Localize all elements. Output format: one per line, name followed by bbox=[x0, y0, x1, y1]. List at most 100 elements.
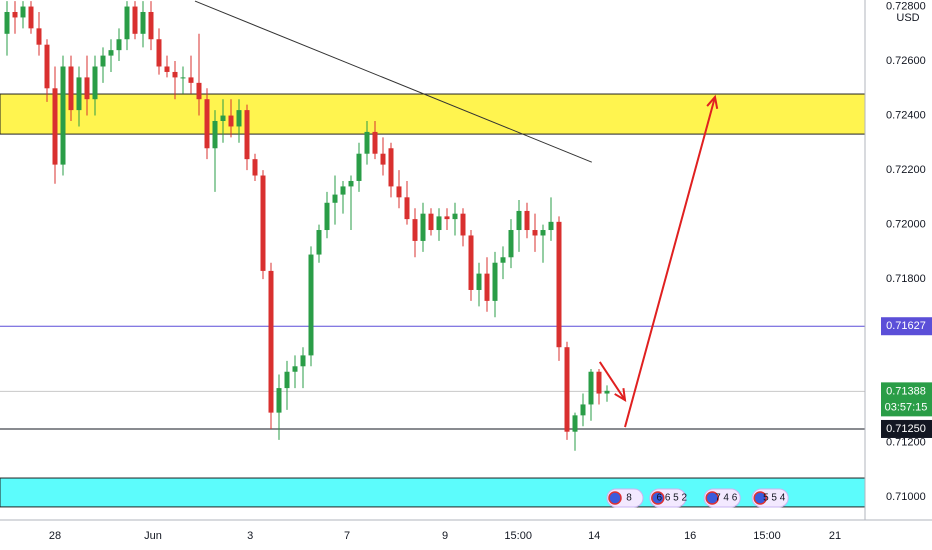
candle-body bbox=[580, 404, 586, 416]
arrow-head bbox=[614, 388, 627, 403]
candle-body bbox=[460, 213, 466, 236]
candle-body bbox=[212, 121, 218, 149]
y-tick-label: 0.71800 bbox=[886, 273, 926, 285]
candle-body bbox=[468, 235, 474, 290]
candle-body bbox=[220, 115, 226, 122]
candle-body bbox=[564, 347, 570, 432]
x-tick-label: 16 bbox=[684, 530, 696, 542]
candle-body bbox=[252, 159, 258, 176]
candle-body bbox=[540, 230, 546, 236]
candle-body bbox=[284, 371, 290, 389]
candle-body bbox=[524, 210, 530, 231]
y-tick-label: 0.72800 bbox=[886, 0, 926, 12]
candle-body bbox=[340, 186, 346, 195]
candle-body bbox=[276, 388, 282, 413]
level-label-bg bbox=[881, 419, 932, 438]
event-flag bbox=[705, 491, 719, 505]
candle-body bbox=[324, 202, 330, 231]
candle-body bbox=[492, 262, 498, 301]
currency-label: USD bbox=[896, 12, 919, 24]
level-label: 0.71250 bbox=[886, 423, 926, 435]
x-tick-label: 21 bbox=[829, 530, 841, 542]
current-price-label: 0.71388 bbox=[886, 385, 926, 397]
zone bbox=[0, 93, 866, 135]
candle-body bbox=[532, 230, 538, 236]
candle-body bbox=[452, 213, 458, 220]
candle-body bbox=[108, 50, 114, 56]
candle-body bbox=[204, 99, 210, 149]
y-tick-label: 0.72200 bbox=[886, 164, 926, 176]
candle-body bbox=[556, 221, 562, 348]
x-tick-label: Jun bbox=[144, 530, 162, 542]
candle-body bbox=[388, 148, 394, 187]
candle-body bbox=[428, 213, 434, 231]
candle-body bbox=[476, 273, 482, 290]
candle-body bbox=[92, 66, 98, 100]
x-tick-label: 28 bbox=[49, 530, 61, 542]
candle-body bbox=[356, 153, 362, 181]
candle-body bbox=[332, 194, 338, 203]
candle-body bbox=[164, 66, 170, 72]
event-label: 6 6 5 2 bbox=[657, 493, 688, 504]
trendline bbox=[194, 0, 592, 163]
candle-body bbox=[124, 6, 130, 40]
arrow-line bbox=[598, 361, 626, 401]
candle-body bbox=[76, 77, 82, 111]
candle-body bbox=[548, 221, 554, 231]
candle-body bbox=[4, 11, 10, 34]
candle-body bbox=[396, 186, 402, 198]
event-label: 7 4 6 bbox=[715, 493, 738, 504]
candle-body bbox=[100, 55, 106, 67]
candle-body bbox=[132, 6, 138, 34]
y-tick-label: 0.72000 bbox=[886, 218, 926, 230]
candle-body bbox=[516, 210, 522, 231]
candle-body bbox=[412, 219, 418, 241]
plot-area: 8 6 6 5 2 7 4 6 5 5 4 bbox=[0, 0, 866, 508]
countdown-label: 03:57:15 bbox=[885, 401, 928, 413]
x-tick-label: 14 bbox=[588, 530, 600, 542]
candle-body bbox=[148, 11, 154, 40]
candle-body bbox=[12, 11, 18, 18]
x-tick-label: 7 bbox=[344, 530, 350, 542]
candle-body bbox=[28, 6, 34, 29]
candle-body bbox=[444, 216, 450, 220]
candle-body bbox=[316, 230, 322, 255]
event-flag bbox=[651, 491, 665, 505]
x-tick-label: 15:00 bbox=[753, 530, 781, 542]
candle-body bbox=[364, 131, 370, 154]
candle-body bbox=[380, 153, 386, 165]
candle-body bbox=[588, 371, 594, 405]
candle-body bbox=[604, 390, 610, 394]
candle-body bbox=[500, 257, 506, 263]
arrow-head bbox=[706, 94, 719, 110]
candle-body bbox=[372, 131, 378, 154]
candle-body bbox=[180, 77, 186, 79]
y-tick-label: 0.71000 bbox=[886, 491, 926, 503]
candle-body bbox=[52, 88, 58, 165]
candle-body bbox=[60, 66, 66, 165]
candle-body bbox=[44, 44, 50, 89]
x-tick-label: 3 bbox=[247, 530, 253, 542]
candle-body bbox=[596, 371, 602, 394]
event-flag bbox=[753, 491, 767, 505]
y-tick-label: 0.71200 bbox=[886, 437, 926, 449]
candle-body bbox=[228, 115, 234, 127]
level-label-bg bbox=[881, 317, 932, 336]
candle-body bbox=[156, 39, 162, 67]
event-label: 8 bbox=[626, 493, 632, 504]
candle-body bbox=[436, 216, 442, 231]
candle-body bbox=[292, 366, 298, 372]
candle-body bbox=[68, 66, 74, 111]
candle-body bbox=[572, 415, 578, 432]
candle-body bbox=[300, 355, 306, 367]
candle-body bbox=[116, 39, 122, 51]
candle-body bbox=[140, 11, 146, 34]
candle-body bbox=[484, 273, 490, 301]
y-tick-label: 0.72600 bbox=[886, 55, 926, 67]
candle-body bbox=[84, 77, 90, 100]
candle-body bbox=[172, 71, 178, 78]
y-tick-label: 0.72400 bbox=[886, 109, 926, 121]
candle-body bbox=[348, 180, 354, 187]
candle-body bbox=[404, 197, 410, 220]
